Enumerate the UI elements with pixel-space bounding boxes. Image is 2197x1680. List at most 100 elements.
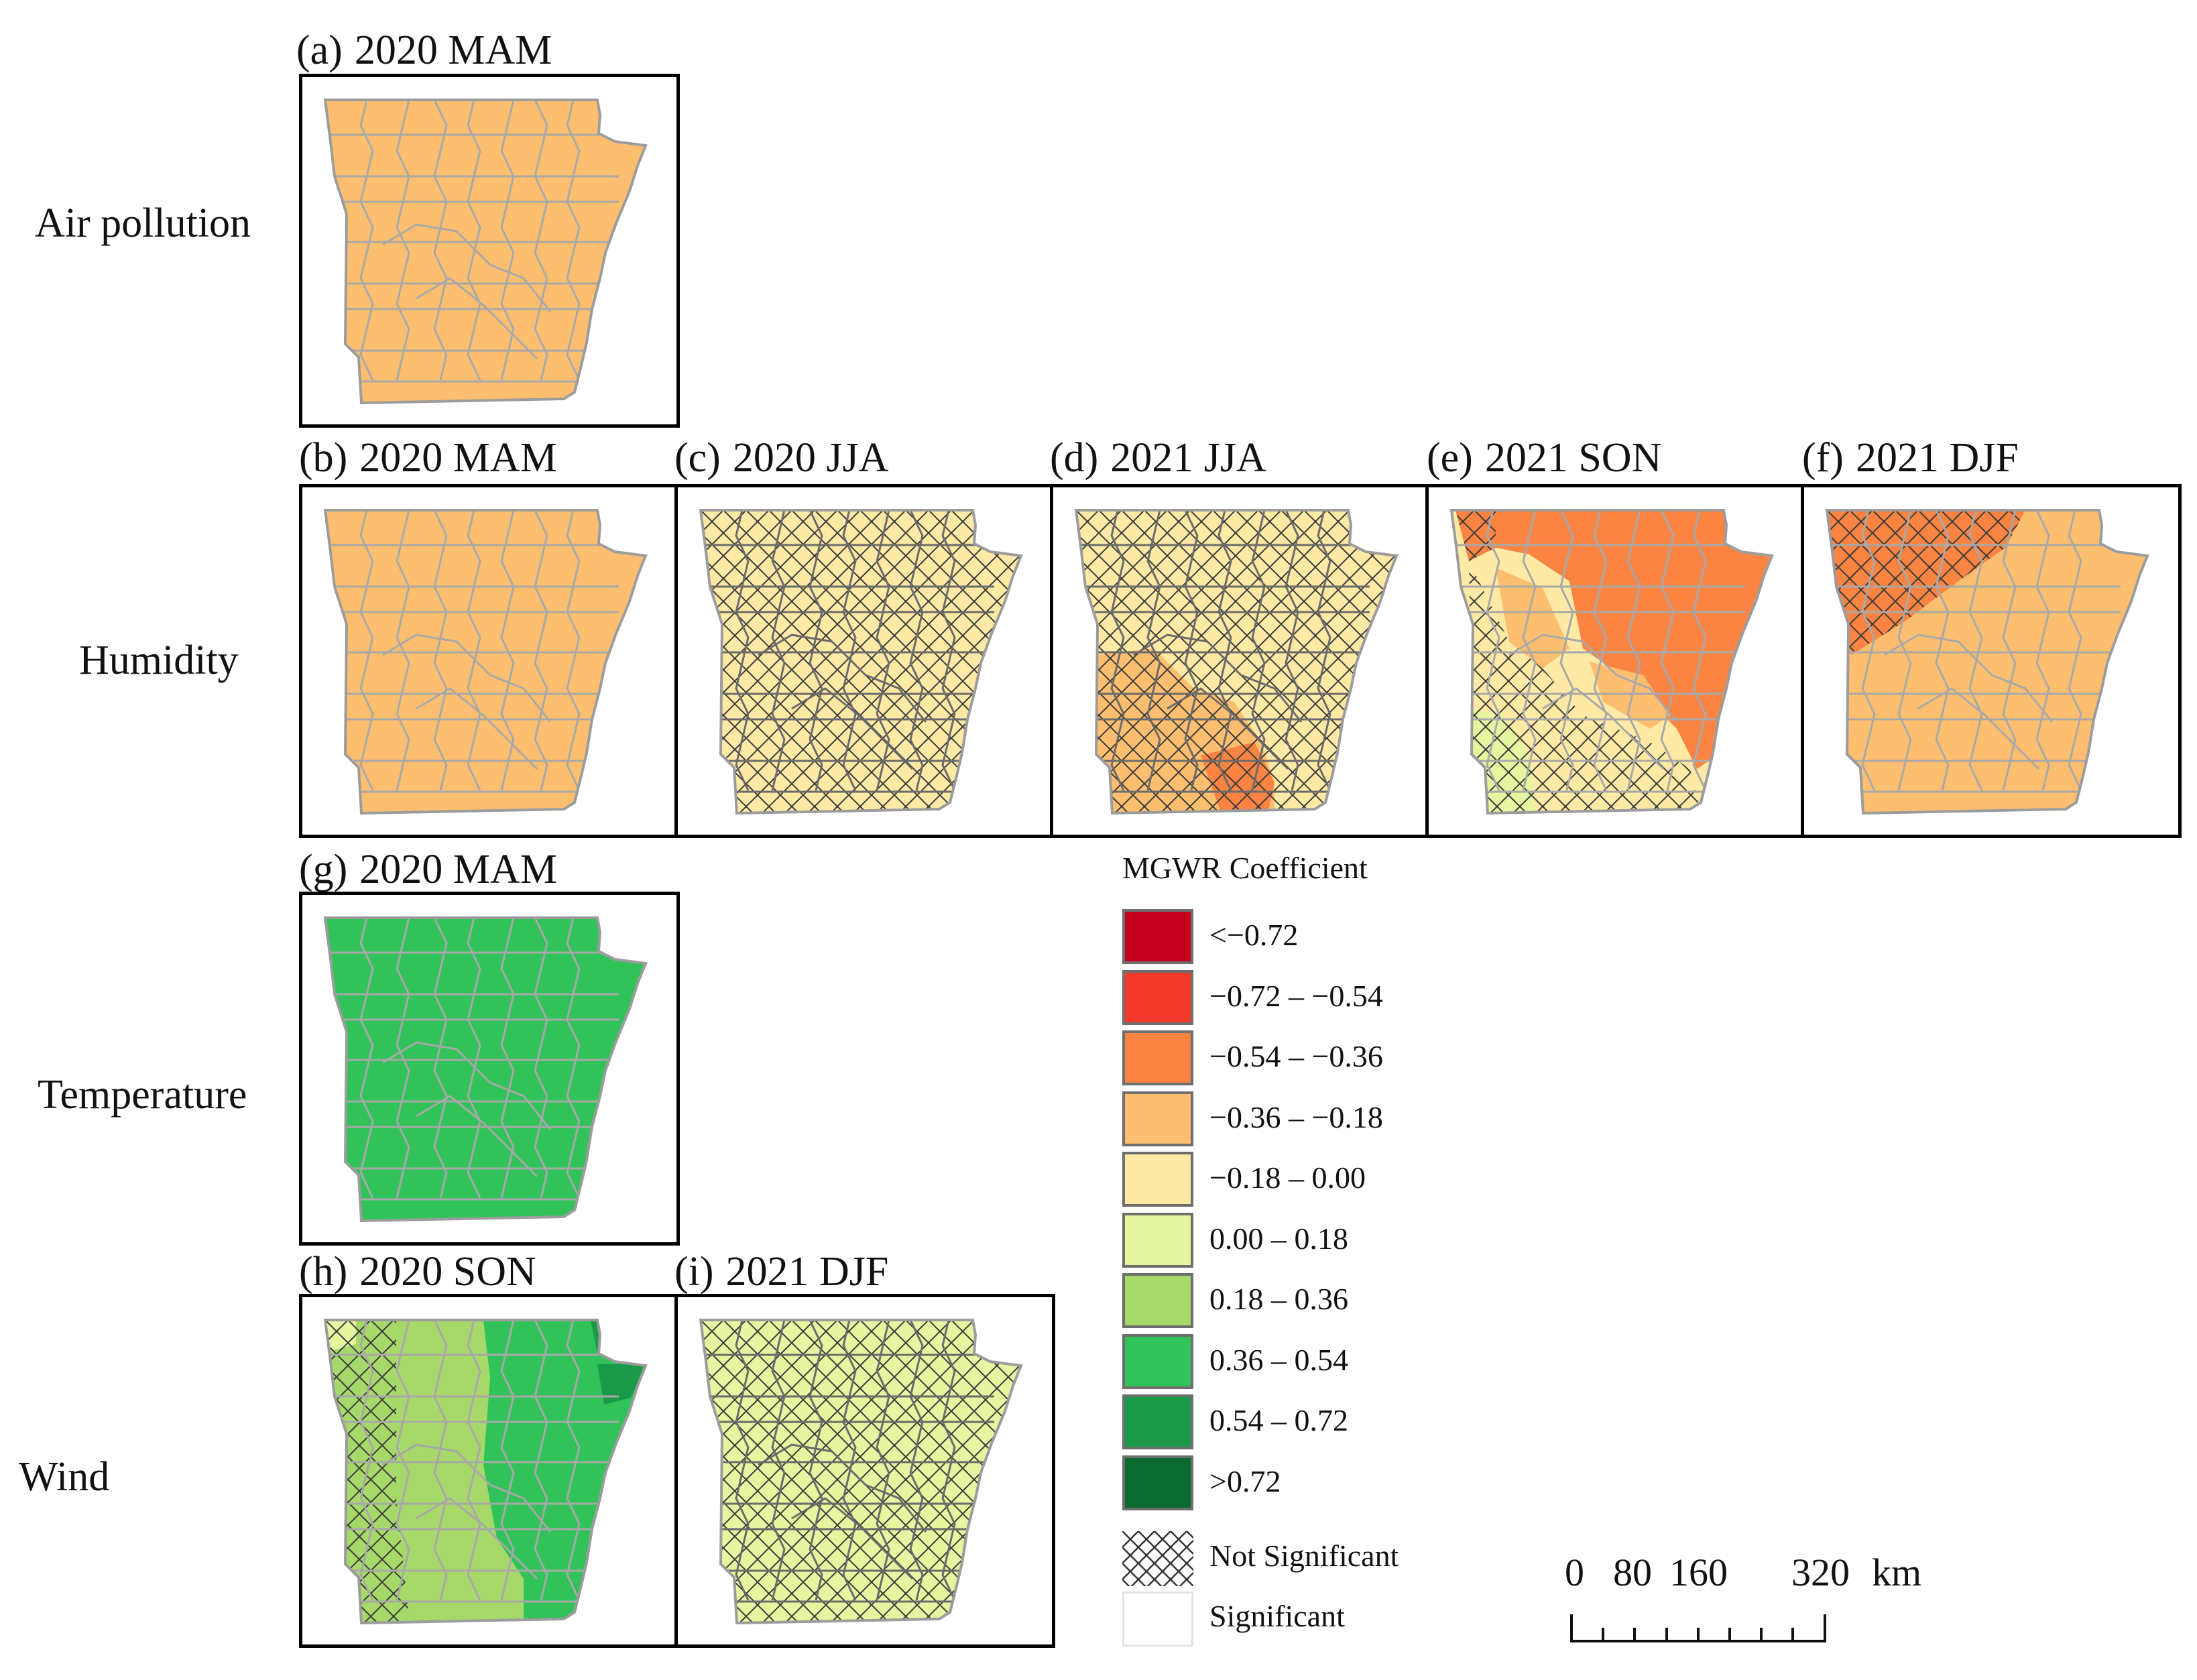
county-boundary	[703, 688, 994, 695]
not-significant-swatch	[1122, 1531, 1193, 1586]
county-boundary	[703, 611, 994, 617]
county-boundary	[382, 634, 552, 723]
county-boundary	[809, 510, 823, 791]
county-boundary	[328, 200, 619, 207]
county-boundary	[467, 510, 481, 791]
county-boundary	[328, 989, 619, 996]
county-boundary	[534, 918, 548, 1199]
scale-unit: km	[1872, 1551, 1922, 1594]
legend-label: −0.36 – −0.18	[1209, 1099, 1383, 1134]
legend-label: 0.18 – 0.36	[1209, 1282, 1348, 1316]
county-boundary	[328, 1421, 619, 1427]
scale-tick-label-320: 320	[1791, 1551, 1850, 1594]
legend-swatch	[1122, 1152, 1193, 1207]
county-boundary	[467, 100, 481, 381]
county-boundary	[433, 1320, 448, 1601]
county-boundary	[1079, 611, 1370, 617]
county-boundary	[1968, 510, 1983, 791]
scale-tick-label-80: 80	[1613, 1551, 1652, 1594]
county-boundary	[500, 918, 515, 1199]
legend-label: <−0.72	[1209, 918, 1299, 952]
county-boundary	[758, 1443, 927, 1533]
arkansas-county-map	[323, 1319, 648, 1625]
panel-title-b: (b) 2020 MAM	[299, 435, 557, 481]
panel-title-f: (f) 2021 DJF	[1802, 435, 2019, 481]
county-boundary	[467, 1320, 481, 1601]
not-significant-area	[1456, 510, 1496, 561]
county-boundary	[1626, 510, 1641, 791]
county-boundary	[1285, 510, 1299, 791]
county-boundary	[433, 100, 448, 381]
county-boundary	[416, 1497, 538, 1580]
county-boundary	[534, 1320, 548, 1601]
scale-tick-label-0: 0	[1565, 1551, 1584, 1594]
map-panel-h	[299, 1294, 680, 1648]
state-outline	[699, 509, 1023, 815]
county-boundary	[382, 1443, 552, 1533]
county-boundaries	[1830, 510, 2121, 793]
county-boundary	[791, 687, 914, 770]
county-boundary	[433, 918, 448, 1199]
county-boundary	[1917, 687, 2040, 770]
legend-label: −0.72 – −0.54	[1209, 978, 1383, 1013]
county-boundary	[703, 581, 994, 588]
legend-label: 0.00 – 0.18	[1209, 1221, 1348, 1256]
legend-swatch	[1122, 1030, 1193, 1085]
county-boundary	[1218, 510, 1232, 791]
arkansas-county-map	[323, 916, 648, 1223]
county-boundaries	[328, 918, 619, 1201]
coefficient-region	[1496, 568, 1569, 668]
county-boundary	[909, 510, 924, 791]
county-boundary	[467, 918, 481, 1199]
state-outline	[323, 916, 648, 1223]
row-label-temperature: Temperature	[38, 1072, 247, 1118]
county-boundary	[1884, 634, 2054, 723]
county-boundary	[566, 100, 581, 381]
county-boundary	[1146, 510, 1161, 791]
county-boundary	[703, 1528, 994, 1535]
county-boundary	[328, 718, 619, 725]
arkansas-county-map	[699, 1319, 1023, 1625]
county-boundary	[328, 1528, 619, 1535]
state-outline	[1449, 509, 1774, 815]
county-boundaries	[328, 100, 619, 383]
county-boundaries	[703, 510, 994, 793]
legend-swatch	[1122, 1455, 1193, 1510]
scale-tick-label-160: 160	[1669, 1551, 1728, 1594]
county-boundary	[1559, 510, 1574, 791]
state-fill	[325, 100, 646, 403]
county-boundary	[941, 1320, 956, 1601]
county-boundary	[1454, 688, 1745, 695]
county-boundary	[328, 1498, 619, 1505]
county-boundary	[1692, 510, 1707, 791]
not-significant-area	[1076, 510, 1397, 813]
county-boundary	[328, 278, 619, 285]
county-boundary	[1454, 718, 1745, 725]
county-boundary	[1830, 718, 2121, 725]
county-boundary	[416, 1095, 538, 1178]
county-boundary	[1542, 687, 1665, 770]
state-outline	[323, 1319, 648, 1625]
legend-swatch	[1122, 1091, 1193, 1146]
county-boundary	[1830, 611, 2121, 617]
legend-swatch	[1122, 909, 1193, 964]
county-boundary	[1167, 687, 1289, 770]
county-boundary	[382, 1041, 552, 1130]
county-boundary	[396, 100, 410, 381]
legend-swatch	[1122, 1273, 1193, 1328]
county-boundary	[1251, 510, 1266, 791]
significant-label: Significant	[1209, 1599, 1345, 1633]
county-boundary	[1508, 634, 1678, 723]
county-boundary	[359, 1320, 374, 1601]
county-boundary	[359, 100, 374, 381]
county-boundary	[758, 634, 927, 723]
county-boundary	[396, 918, 410, 1199]
county-boundaries	[328, 510, 619, 793]
not-significant-label: Not Significant	[1209, 1539, 1399, 1573]
legend-label: 0.54 – 0.72	[1209, 1403, 1348, 1437]
county-boundary	[396, 1320, 410, 1601]
county-boundary	[1317, 510, 1331, 791]
county-boundary	[1486, 510, 1500, 791]
legend-swatch	[1122, 1333, 1193, 1389]
state-fill	[325, 510, 646, 813]
